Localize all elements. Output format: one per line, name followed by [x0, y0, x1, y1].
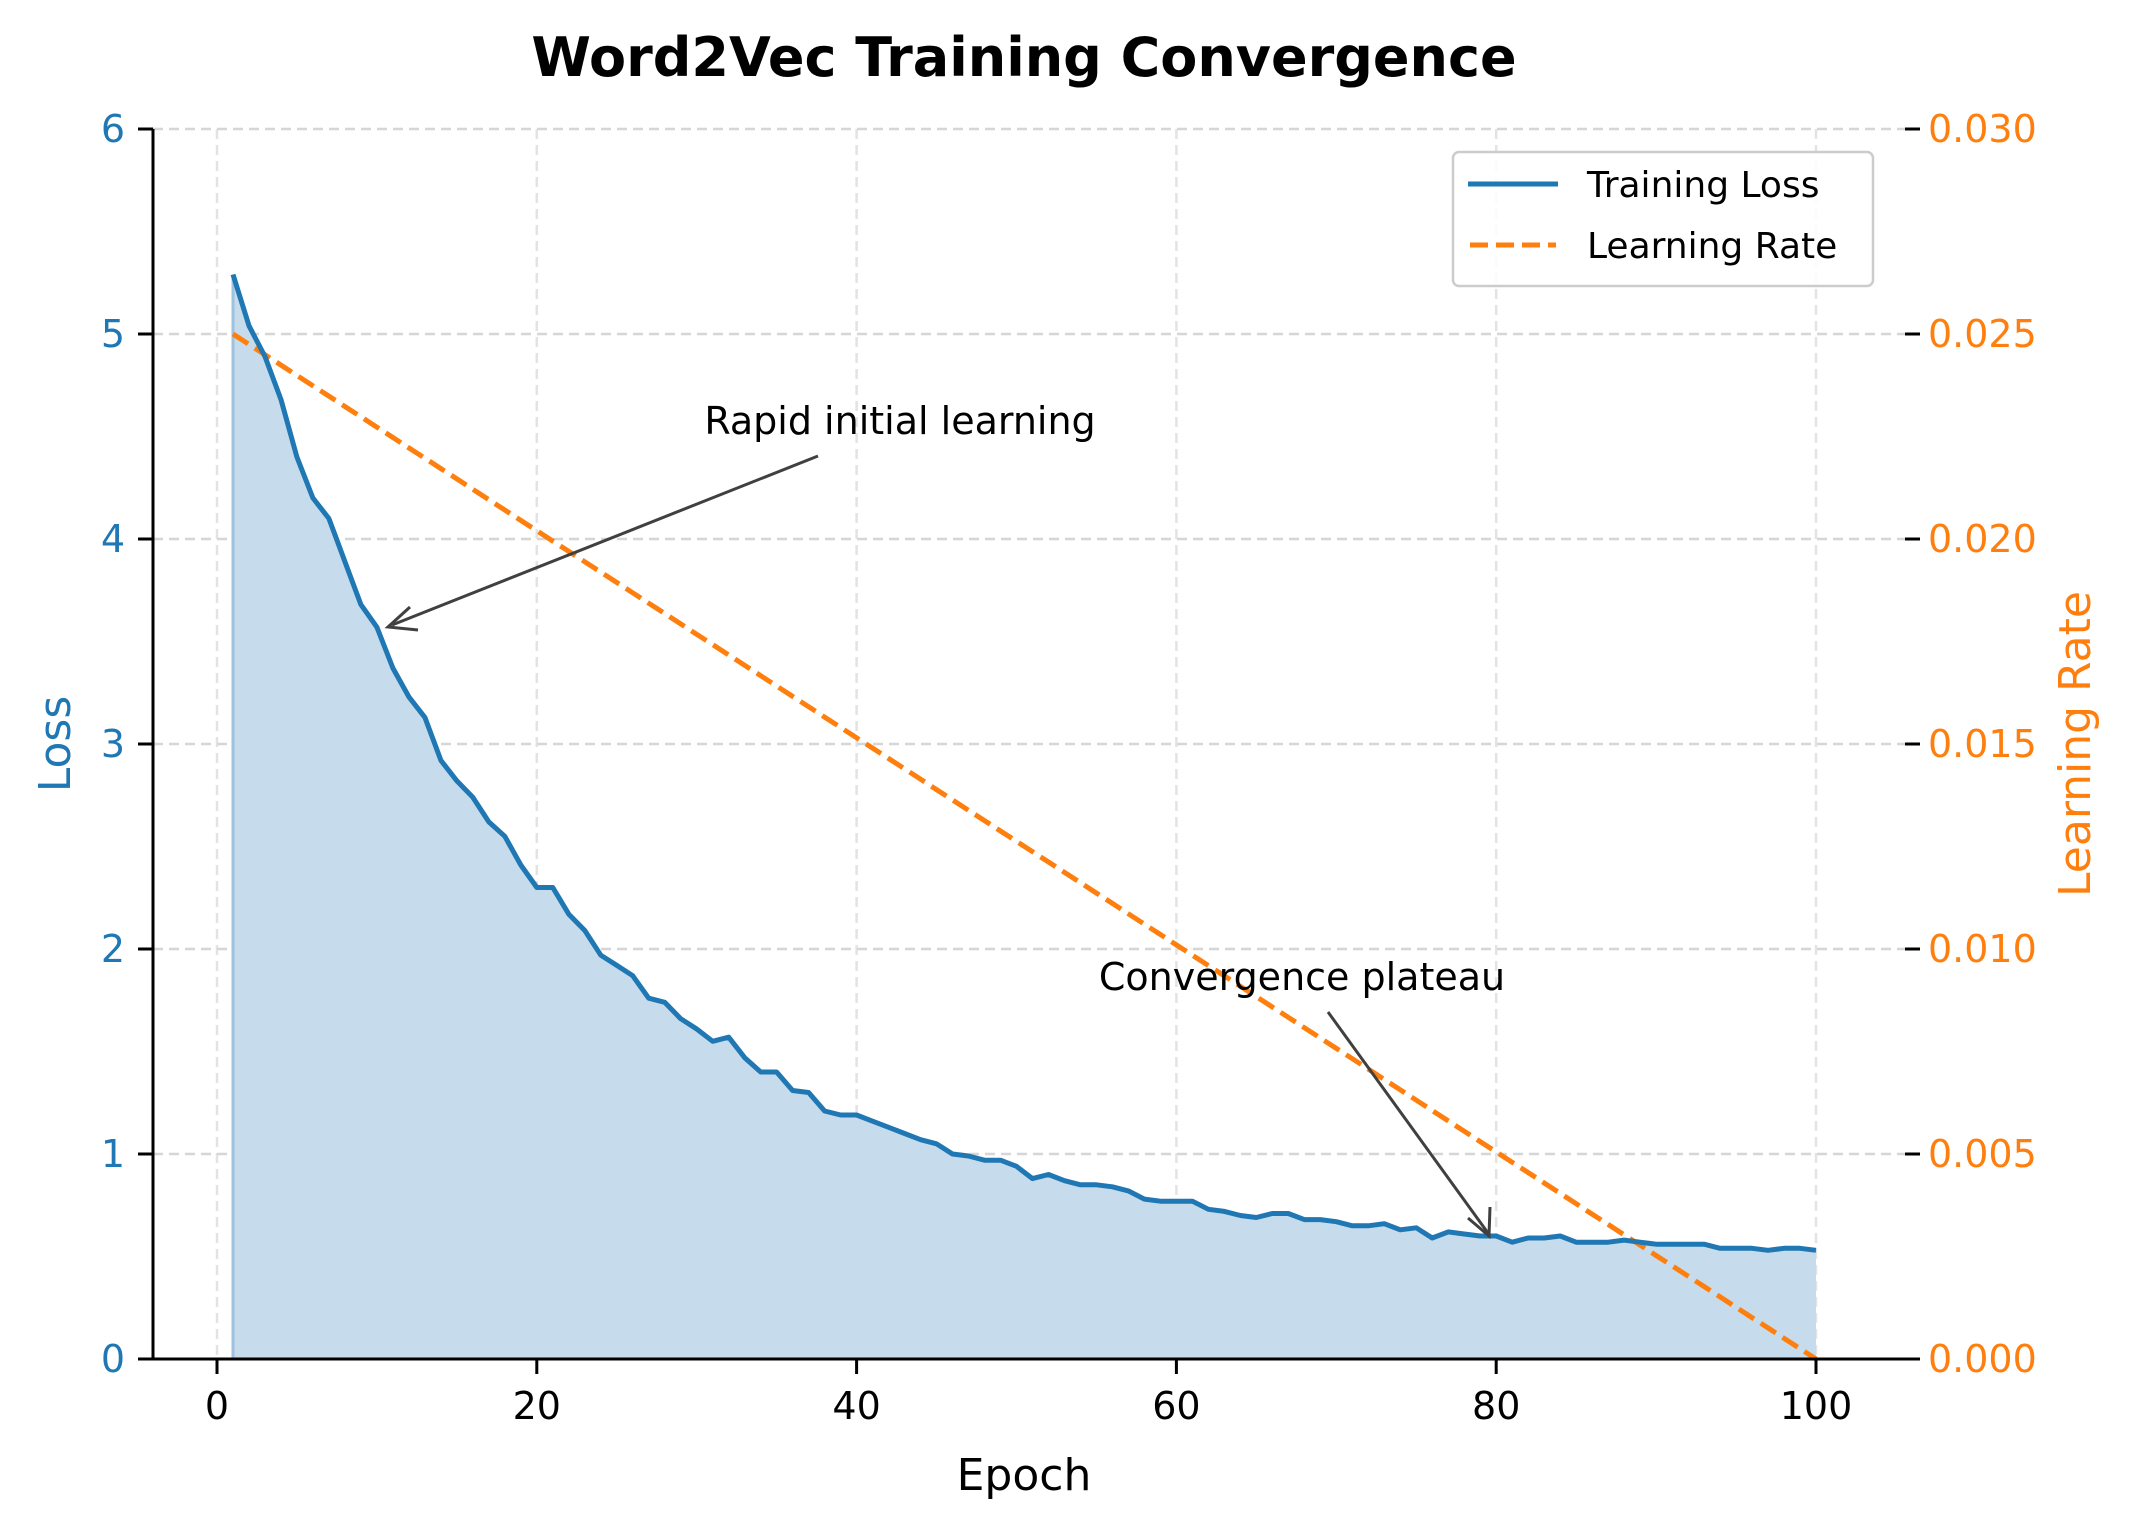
chart-title: Word2Vec Training Convergence	[531, 26, 1516, 89]
left-tick-label: 6	[101, 107, 125, 151]
training-loss-line	[230, 273, 1817, 1253]
right-tick-label: 0.010	[1928, 927, 2037, 971]
right-tick-label: 0.030	[1928, 107, 2037, 151]
right-y-axis-label: Learning Rate	[2050, 591, 2101, 897]
x-tick-label: 100	[1780, 1384, 1853, 1428]
x-axis-ticks: 0 20 40 60 80 100	[205, 1359, 1852, 1428]
arrow-head-icon	[384, 605, 419, 632]
x-tick-label: 20	[513, 1384, 561, 1428]
right-tick-label: 0.025	[1928, 312, 2037, 356]
annotation-rapid-learning: Rapid initial learning	[704, 399, 1095, 443]
legend-label-lr: Learning Rate	[1587, 226, 1837, 267]
annotations: Rapid initial learning Convergence plate…	[384, 399, 1505, 1240]
arrow-head-icon	[1467, 1206, 1492, 1240]
x-tick-label: 0	[205, 1384, 229, 1428]
learning-rate-line	[231, 331, 1818, 1362]
legend: Training Loss Learning Rate	[1451, 150, 1875, 288]
left-y-axis-label: Loss	[30, 696, 81, 793]
left-y-axis-ticks: 0 1 2 3 4 5 6	[101, 107, 153, 1381]
right-tick-label: 0.015	[1928, 722, 2037, 766]
legend-label-loss: Training Loss	[1586, 165, 1819, 206]
left-tick-label: 5	[101, 312, 125, 356]
annotation-convergence-plateau: Convergence plateau	[1099, 955, 1505, 999]
x-axis-label: Epoch	[957, 1450, 1092, 1501]
x-tick-label: 40	[832, 1384, 880, 1428]
loss-area-fill	[232, 274, 1817, 1359]
left-tick-label: 1	[101, 1132, 125, 1176]
left-tick-label: 2	[101, 927, 125, 971]
left-tick-label: 3	[101, 722, 125, 766]
right-tick-label: 0.000	[1928, 1337, 2037, 1381]
x-tick-label: 60	[1152, 1384, 1200, 1428]
annotation-arrow	[391, 454, 819, 627]
annotation-arrow	[1326, 1011, 1490, 1234]
right-tick-label: 0.020	[1928, 517, 2037, 561]
left-tick-label: 4	[101, 517, 125, 561]
right-tick-label: 0.005	[1928, 1132, 2037, 1176]
right-y-axis-ticks: 0.000 0.005 0.010 0.015 0.020 0.025 0.030	[1905, 107, 2037, 1381]
x-tick-label: 80	[1472, 1384, 1520, 1428]
left-tick-label: 0	[101, 1337, 125, 1381]
